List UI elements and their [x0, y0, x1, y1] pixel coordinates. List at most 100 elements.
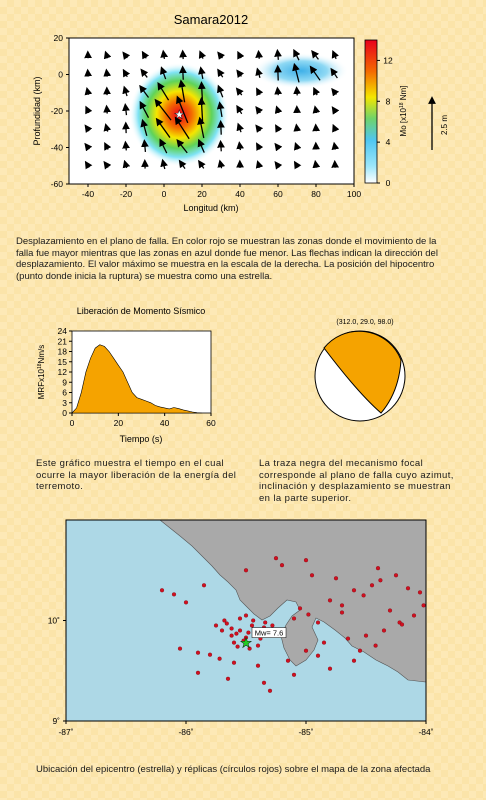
hypocenter-star-icon: ★ — [174, 108, 185, 122]
mechanism-label: (312.0, 29.0, 98.0) — [336, 319, 393, 326]
slip-arrow — [217, 84, 225, 98]
slip-arrow — [103, 50, 112, 60]
map-ytick-label: 9˚ — [52, 716, 60, 726]
slip-arrow — [293, 48, 301, 61]
slip-arrow — [293, 160, 302, 170]
slip-arrow — [313, 86, 321, 96]
aftershock-dot — [249, 623, 255, 628]
slip-arrow — [274, 48, 282, 60]
slip-arrow — [85, 105, 93, 115]
slip-arrow — [141, 139, 149, 153]
aftershock-dot — [393, 573, 399, 578]
aftershock-dot — [229, 633, 234, 638]
colorbar-tick-label: 8 — [386, 96, 391, 106]
slip-arrow — [122, 85, 130, 97]
epicenter-label-box — [251, 627, 287, 638]
slip-arrow — [198, 50, 207, 59]
slip-arrow — [312, 105, 321, 114]
aftershock-dot — [217, 656, 222, 661]
slip-xtick-label: 20 — [197, 189, 207, 199]
slip-arrow — [84, 124, 93, 133]
slip-arrow — [84, 86, 93, 96]
aftershock-dot — [243, 568, 249, 573]
aftershock-dot — [399, 622, 405, 627]
aftershock-dot — [315, 653, 321, 658]
aftershock-dot — [291, 672, 297, 677]
slip-ytick-label: 20 — [54, 33, 64, 43]
slip-arrow — [311, 50, 320, 60]
aftershock-dot — [363, 633, 369, 638]
map-xtick-label: -86˚ — [178, 727, 193, 737]
aftershock-dot — [321, 640, 327, 645]
aftershock-dot — [255, 643, 261, 648]
mrf-xtick-label: 0 — [70, 418, 75, 428]
slip-arrow — [256, 142, 264, 151]
aftershock-dot — [231, 640, 237, 645]
slip-arrow — [255, 106, 264, 115]
map-ytick-label: 10˚ — [48, 616, 60, 626]
slip-arrow — [197, 81, 206, 101]
slip-arrow — [160, 49, 169, 60]
aftershock-dot — [235, 644, 240, 649]
slip-arrow — [104, 142, 112, 151]
slip-arrow — [141, 50, 150, 60]
aftershock-dot — [229, 626, 234, 631]
slip-plot: ★ -40 -20 0 20 40 60 80 100 20 0 -20 -40 -60 — [51, 33, 362, 199]
aftershock-dot — [261, 680, 267, 685]
aftershock-dot — [159, 588, 165, 593]
mrf-ytick-label: 0 — [62, 408, 67, 418]
mrf-ytick-label: 9 — [62, 377, 67, 387]
slip-xtick-label: -20 — [120, 189, 133, 199]
aftershock-dot — [237, 628, 243, 633]
slip-arrow — [140, 118, 148, 136]
aftershock-dot — [246, 630, 251, 635]
slip-arrow — [217, 68, 225, 78]
colorbar-tick-label: 4 — [386, 137, 391, 147]
slip-arrow — [122, 102, 130, 116]
epicenter-label: Mw= 7.6 — [255, 629, 284, 638]
slip-arrow — [154, 98, 172, 121]
slip-ytick-label: -20 — [51, 106, 64, 116]
slip-arrow — [235, 87, 244, 96]
slip-arrow — [103, 68, 112, 77]
aftershock-dot — [291, 616, 297, 621]
aftershock-dot — [279, 563, 285, 568]
aftershock-dot — [195, 670, 201, 675]
aftershock-dot — [237, 616, 243, 621]
slip-arrow — [178, 159, 187, 170]
aftershock-dot — [369, 583, 375, 588]
aftershock-dot — [224, 621, 229, 626]
slip-arrow — [331, 87, 340, 97]
aftershock-dot — [207, 652, 213, 657]
aftershock-dot — [327, 666, 333, 671]
aftershock-dot — [303, 558, 309, 563]
slip-patch-secondary — [252, 52, 349, 89]
mrf-area — [71, 344, 202, 414]
mechanism-compressional — [323, 330, 402, 414]
slip-arrow — [292, 62, 300, 83]
slip-arrow — [176, 95, 189, 124]
caption-mechanism: La traza negra del mecanismo focal corre… — [259, 458, 454, 504]
colorbar-label: Mo [x1018 Nm] — [399, 86, 408, 137]
aftershock-dot — [339, 603, 345, 608]
slip-arrow — [255, 67, 263, 78]
aftershock-dot — [195, 650, 201, 655]
slip-arrow — [197, 116, 205, 139]
slip-arrow — [236, 141, 245, 151]
aftershock-dot — [373, 643, 378, 648]
slip-arrow — [84, 160, 93, 170]
aftershock-dot — [219, 628, 225, 633]
mrf-ytick-label: 3 — [62, 398, 67, 408]
main-title: Samara2012 — [174, 12, 248, 27]
slip-arrow — [216, 101, 225, 118]
mrf-ylabel: MRFx1018Nm/s — [37, 345, 46, 399]
colorbar — [364, 39, 378, 184]
mrf-xtick-label: 20 — [114, 418, 124, 428]
slip-arrow — [140, 68, 149, 78]
slip-arrow — [274, 105, 283, 114]
aftershock-dot — [315, 620, 321, 625]
slip-arrow — [155, 117, 171, 138]
aftershock-dot — [222, 618, 227, 623]
